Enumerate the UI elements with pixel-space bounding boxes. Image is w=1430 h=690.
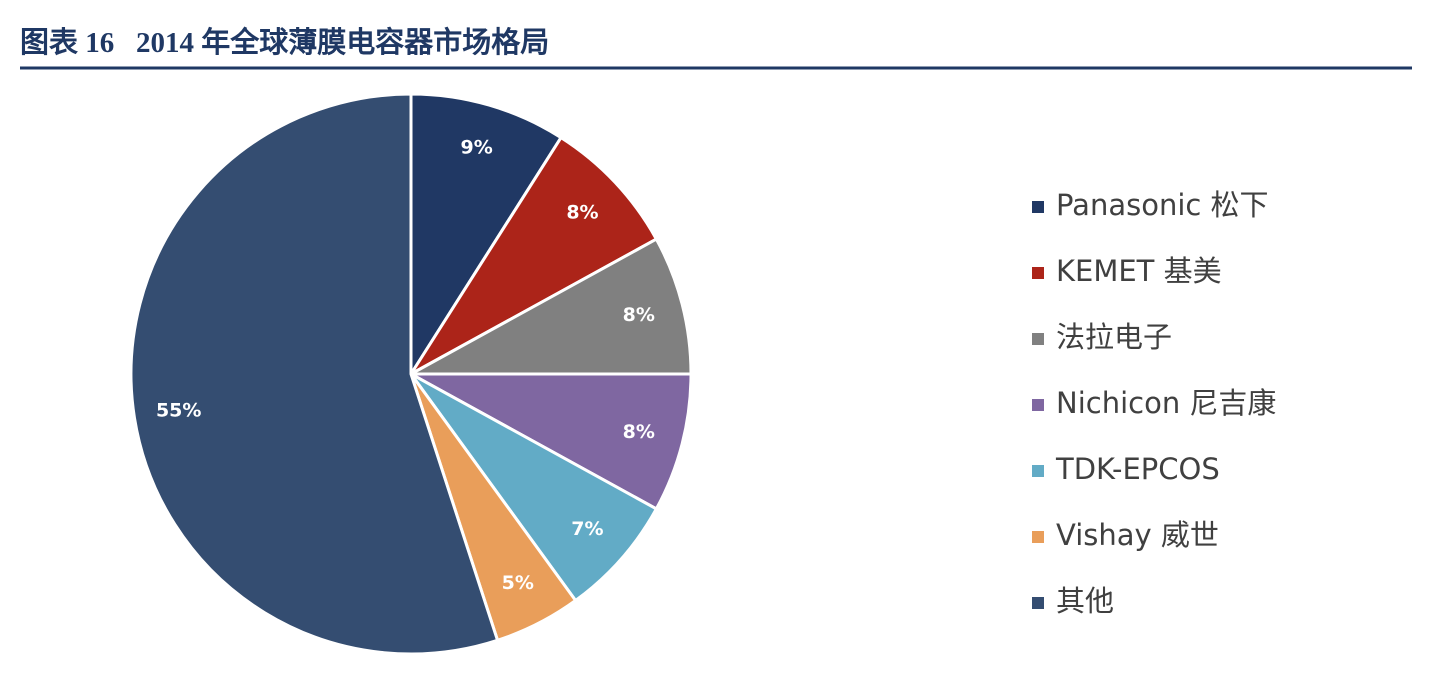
legend-label: 其他 <box>1056 584 1114 618</box>
legend-label: TDK-EPCOS <box>1055 452 1220 486</box>
chart-title: 图表 16 2014 年全球薄膜电容器市场格局 <box>20 25 549 59</box>
pie-slice <box>409 92 564 380</box>
data-label: 5% <box>502 572 534 594</box>
legend-label: KEMET 基美 <box>1056 254 1222 288</box>
legend-label: Vishay 威世 <box>1056 518 1219 552</box>
legend-swatch <box>1032 333 1044 345</box>
legend-swatch <box>1032 399 1044 411</box>
data-label: 8% <box>623 421 655 443</box>
data-label: 8% <box>566 201 598 223</box>
data-label: 8% <box>623 304 655 326</box>
pie-slice <box>129 92 500 656</box>
legend-swatch <box>1032 531 1044 543</box>
legend-swatch <box>1032 465 1044 477</box>
pie-slice <box>409 372 659 603</box>
data-label: 9% <box>460 137 492 159</box>
legend-swatch <box>1032 201 1044 213</box>
data-label: 55% <box>156 399 201 421</box>
legend-label: 法拉电子 <box>1056 320 1172 354</box>
legend-label: Nichicon 尼吉康 <box>1056 386 1276 420</box>
data-label: 7% <box>571 518 603 540</box>
legend-swatch <box>1032 267 1044 279</box>
legend-label: Panasonic 松下 <box>1056 188 1269 222</box>
pie-slice <box>410 237 693 376</box>
pie-slice <box>410 372 693 511</box>
legend-swatch <box>1032 597 1044 609</box>
pie-slice <box>409 135 659 376</box>
